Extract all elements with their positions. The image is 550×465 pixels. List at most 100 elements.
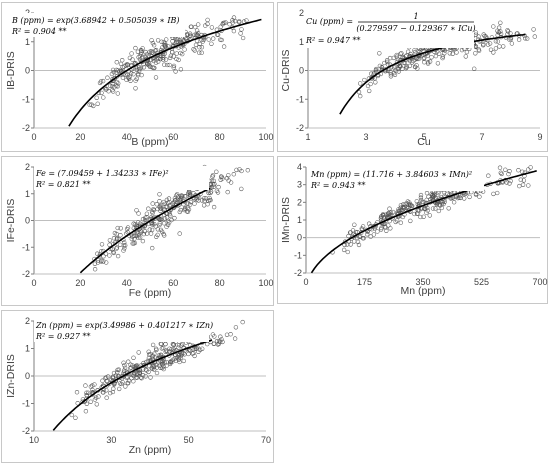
scatter-point [365,232,370,237]
scatter-point [416,56,421,62]
scatter-point [75,401,80,406]
y-tick-label: -2 [294,268,302,278]
scatter-point [123,384,128,389]
scatter-point [83,383,88,388]
scatter-point [365,83,371,89]
scatter-point [94,95,99,100]
scatter-point [105,374,111,379]
scatter-point [73,415,78,420]
y-tick-label: 0 [25,371,30,381]
scatter-point [440,55,445,61]
scatter-point [176,343,182,348]
scatter-point [107,238,113,243]
scatter-point [493,39,499,44]
scatter-point [373,80,378,85]
scatter-point [244,18,249,23]
scatter-point [85,390,91,395]
scatter-point [199,50,204,55]
scatter-point [430,192,435,198]
scatter-point [115,225,120,231]
scatter-point [407,58,413,64]
scatter-point [503,167,508,172]
scatter-point [497,44,502,49]
scatter-point [346,233,351,239]
scatter-point [99,242,105,247]
scatter-point [384,212,389,217]
scatter-point [175,192,180,197]
scatter-point [418,214,423,220]
scatter-point [117,386,122,392]
scatter-point [140,373,146,378]
equation-r2: R² = 0.943 ** [310,181,365,190]
scatter-point [96,394,101,399]
scatter-point [128,62,134,68]
scatter-point [421,214,426,219]
scatter-point [191,47,196,52]
chart-panel-zn: -2 -1 0 1 2 10 30 50 70 Zn (ppm) IZn-DRIS Zn (ppm) … [1,310,274,463]
scatter-point [239,186,244,192]
scatter-point [404,64,409,69]
scatter-point [139,56,145,61]
scatter-point [368,81,373,87]
scatter-point [200,39,205,44]
x-tick-label: 40 [122,132,132,142]
scatter-point [153,224,158,229]
scatter-point [174,193,179,198]
scatter-point [161,57,166,62]
chart-panel-fe: -2 -1 0 1 2 0 20 40 60 80 100 Fe (ppm) IFe-DRIS Fe = … [1,156,274,306]
y-tick-label: 0 [297,233,302,243]
y-tick-label: 1 [25,344,30,354]
scatter-point [240,319,245,325]
scatter-point [433,53,439,59]
scatter-point [387,55,393,61]
scatter-point [197,347,203,353]
scatter-point [92,267,98,272]
scatter-point [151,58,156,64]
scatter-point [422,55,427,61]
scatter-point [108,390,113,396]
scatter-point [497,165,503,170]
scatter-point [144,52,149,57]
scatter-point [208,189,214,194]
y-tick-label: -1 [22,399,30,409]
scatter-point [424,210,429,215]
scatter-point [104,260,109,265]
scatter-point [177,197,183,203]
chart-cu-svg: -2 -1 0 1 2 1 3 5 7 9 Cu Cu-DRIS Cu (ppm) = 1 (0.27959… [280,8,543,148]
scatter-point [232,336,238,341]
scatter-point [98,79,104,84]
scatter-point [134,375,139,380]
scatter-point [155,232,160,238]
equation-text: Zn (ppm) = exp(3.49986 + 0.401217 ∗ IZn) [35,321,213,330]
scatter-point [92,261,98,266]
y-tick-label: 2 [25,316,30,326]
scatter-point [110,247,115,252]
scatter-point [171,65,176,70]
scatter-point [126,359,131,364]
scatter-point [121,370,126,375]
scatter-point [439,205,444,211]
x-axis-label: Cu [417,136,431,148]
scatter-point [132,371,137,376]
scatter-point [218,334,223,339]
scatter-point [507,181,512,186]
scatter-point [130,241,135,246]
scatter-point [130,363,135,368]
scatter-point [141,65,147,70]
scatter-point [149,227,155,233]
scatter-point [385,58,390,63]
scatter-point [195,30,201,36]
y-tick-label: -1 [22,242,30,252]
scatter-point [517,183,522,189]
scatter-point [228,180,234,185]
scatter-point [211,36,216,41]
scatter-point [192,201,197,206]
scatter-point [167,62,172,68]
scatter-point [451,200,457,205]
scatter-point [398,205,403,210]
scatter-point [463,54,468,59]
scatter-point [139,59,145,65]
scatter-point [150,222,155,227]
scatter-point [139,50,144,55]
scatter-point [124,77,129,82]
